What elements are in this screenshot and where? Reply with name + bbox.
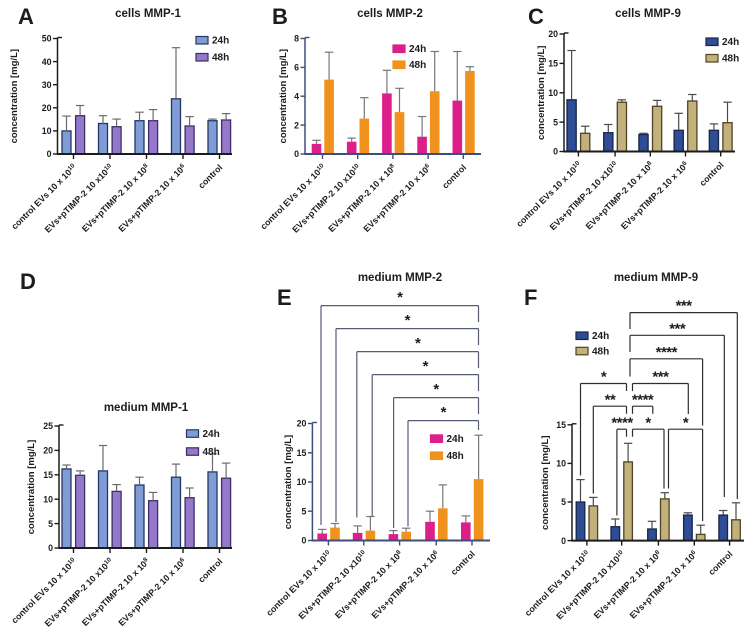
svg-text:6: 6 (294, 63, 299, 73)
svg-text:*: * (423, 358, 429, 375)
svg-text:24h: 24h (722, 37, 739, 48)
svg-text:*: * (397, 289, 403, 306)
svg-text:*: * (415, 335, 421, 352)
svg-text:cells MMP-2: cells MMP-2 (357, 8, 423, 20)
svg-text:cells MMP-1: cells MMP-1 (115, 8, 181, 20)
svg-text:0: 0 (553, 147, 558, 157)
svg-text:0: 0 (561, 536, 566, 546)
svg-text:0: 0 (301, 536, 306, 546)
svg-text:24h: 24h (447, 434, 464, 445)
svg-text:F: F (524, 285, 537, 310)
svg-text:cells MMP-9: cells MMP-9 (615, 8, 681, 20)
svg-text:24h: 24h (212, 36, 229, 47)
svg-text:****: **** (632, 391, 654, 408)
svg-text:24h: 24h (203, 429, 220, 440)
svg-text:5: 5 (561, 497, 566, 507)
svg-text:*: * (645, 414, 651, 431)
svg-text:2: 2 (294, 120, 299, 130)
svg-text:48h: 48h (447, 451, 464, 462)
svg-text:8: 8 (294, 34, 299, 44)
svg-text:medium MMP-2: medium MMP-2 (358, 272, 442, 284)
svg-text:*: * (433, 381, 439, 398)
svg-text:0: 0 (294, 149, 299, 159)
svg-text:20: 20 (548, 29, 558, 39)
svg-text:A: A (18, 4, 34, 29)
svg-text:B: B (272, 4, 288, 29)
svg-text:*: * (441, 404, 447, 421)
svg-text:10: 10 (43, 494, 53, 504)
svg-text:concentration [mg/L]: concentration [mg/L] (278, 49, 289, 143)
svg-text:concentration [mg/L]: concentration [mg/L] (26, 440, 37, 534)
svg-text:*: * (601, 369, 607, 386)
svg-text:10: 10 (556, 459, 566, 469)
svg-text:48h: 48h (722, 54, 739, 65)
svg-text:48h: 48h (409, 60, 426, 71)
svg-text:20: 20 (297, 419, 307, 429)
svg-text:50: 50 (42, 34, 52, 44)
svg-text:C: C (528, 4, 544, 29)
svg-text:10: 10 (42, 126, 52, 136)
svg-text:**: ** (605, 391, 616, 408)
svg-text:D: D (20, 269, 36, 294)
svg-text:30: 30 (42, 80, 52, 90)
svg-text:48h: 48h (203, 447, 220, 458)
svg-text:24h: 24h (409, 44, 426, 55)
svg-text:10: 10 (548, 88, 558, 98)
svg-text:25: 25 (43, 421, 53, 431)
svg-text:20: 20 (43, 446, 53, 456)
svg-text:****: **** (656, 344, 678, 361)
svg-text:***: *** (652, 369, 669, 386)
svg-text:20: 20 (42, 103, 52, 113)
svg-text:medium MMP-1: medium MMP-1 (104, 402, 189, 414)
svg-text:***: *** (676, 298, 693, 315)
svg-text:5: 5 (301, 507, 306, 517)
svg-text:48h: 48h (212, 53, 229, 64)
svg-text:24h: 24h (592, 331, 609, 342)
svg-text:5: 5 (48, 519, 53, 529)
svg-text:***: *** (669, 320, 686, 337)
svg-text:*: * (405, 312, 411, 329)
svg-text:10: 10 (297, 477, 307, 487)
svg-text:0: 0 (48, 543, 53, 553)
svg-text:****: **** (611, 414, 633, 431)
svg-text:concentration [mg/L]: concentration [mg/L] (540, 435, 551, 529)
svg-text:48h: 48h (592, 347, 609, 358)
svg-text:15: 15 (556, 420, 566, 430)
svg-text:E: E (277, 285, 292, 310)
svg-text:concentration [mg/L]: concentration [mg/L] (283, 435, 294, 529)
svg-text:*: * (683, 414, 689, 431)
svg-text:4: 4 (294, 92, 299, 102)
svg-text:15: 15 (297, 448, 307, 458)
svg-text:medium MMP-9: medium MMP-9 (614, 272, 698, 284)
svg-text:40: 40 (42, 57, 52, 67)
svg-text:0: 0 (47, 149, 52, 159)
svg-text:concentration [mg/L]: concentration [mg/L] (9, 49, 20, 143)
svg-text:15: 15 (548, 59, 558, 69)
svg-text:5: 5 (553, 117, 558, 127)
svg-text:concentration [mg/L]: concentration [mg/L] (536, 46, 547, 140)
svg-text:15: 15 (43, 470, 53, 480)
